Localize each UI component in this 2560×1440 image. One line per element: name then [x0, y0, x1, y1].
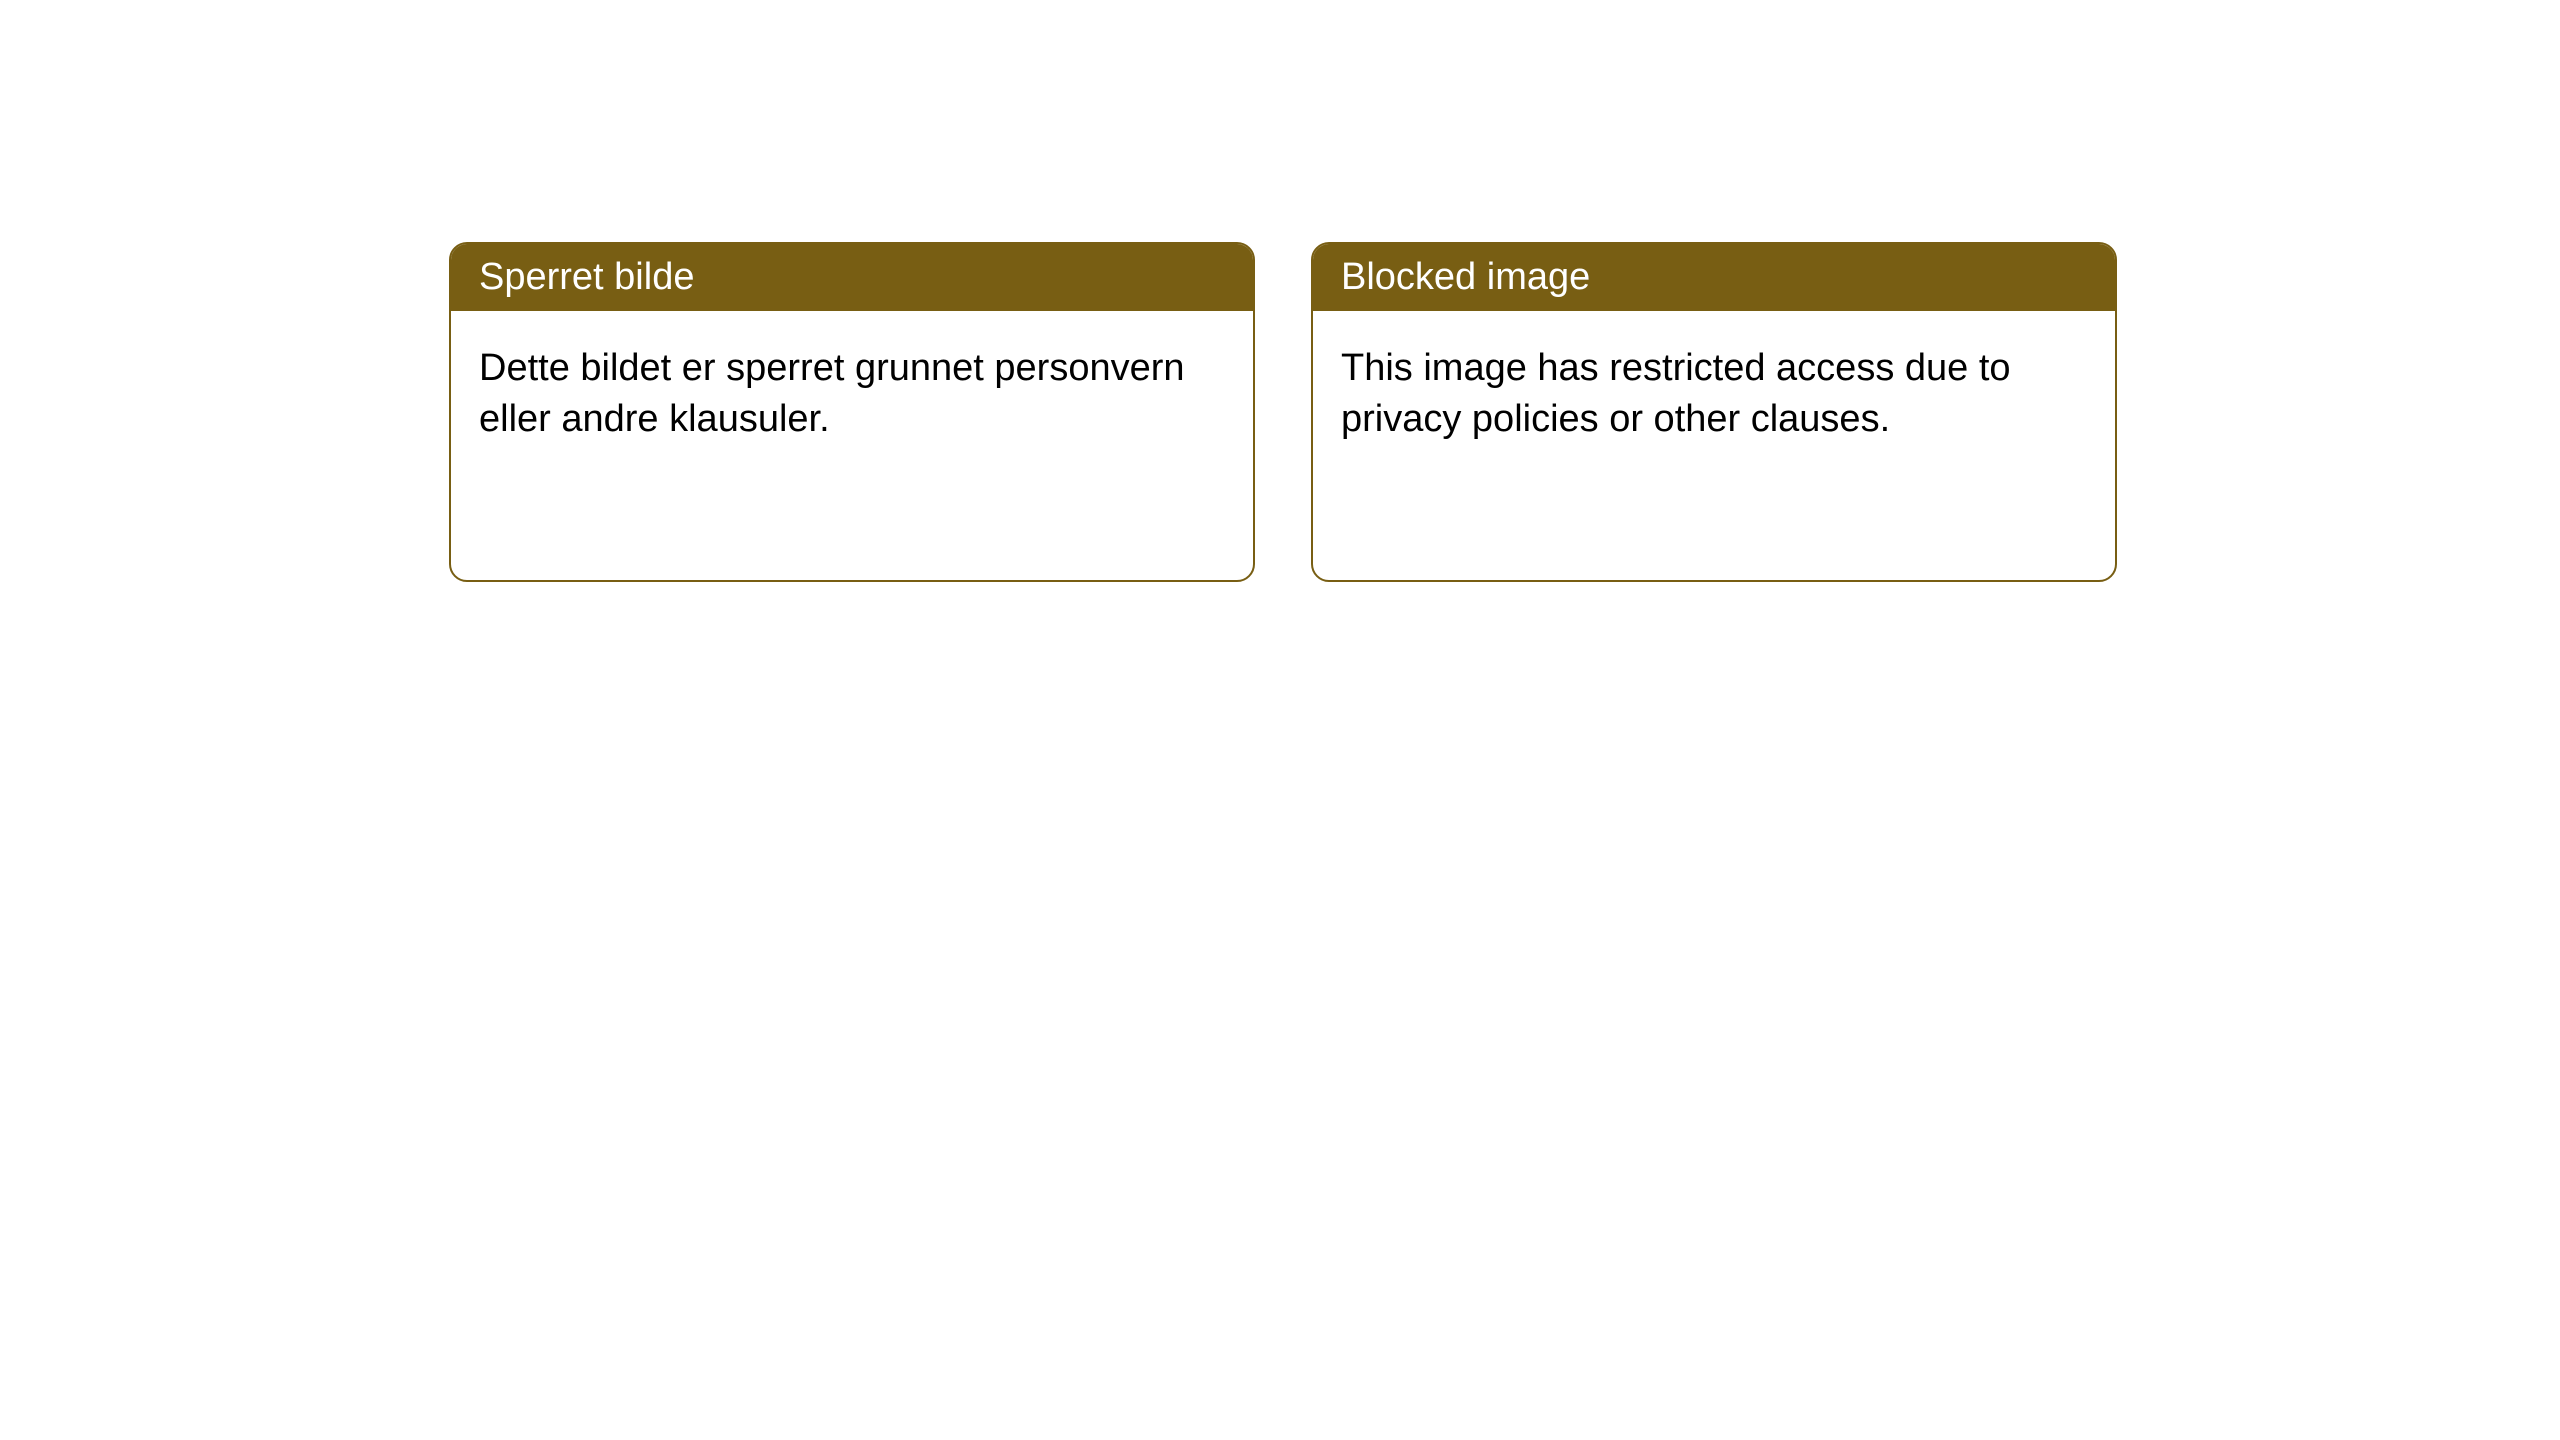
notice-body: This image has restricted access due to … — [1313, 311, 2115, 478]
notice-card-english: Blocked image This image has restricted … — [1311, 242, 2117, 582]
notice-container: Sperret bilde Dette bildet er sperret gr… — [0, 0, 2560, 582]
notice-body: Dette bildet er sperret grunnet personve… — [451, 311, 1253, 478]
notice-title: Sperret bilde — [451, 244, 1253, 311]
notice-title: Blocked image — [1313, 244, 2115, 311]
notice-card-norwegian: Sperret bilde Dette bildet er sperret gr… — [449, 242, 1255, 582]
